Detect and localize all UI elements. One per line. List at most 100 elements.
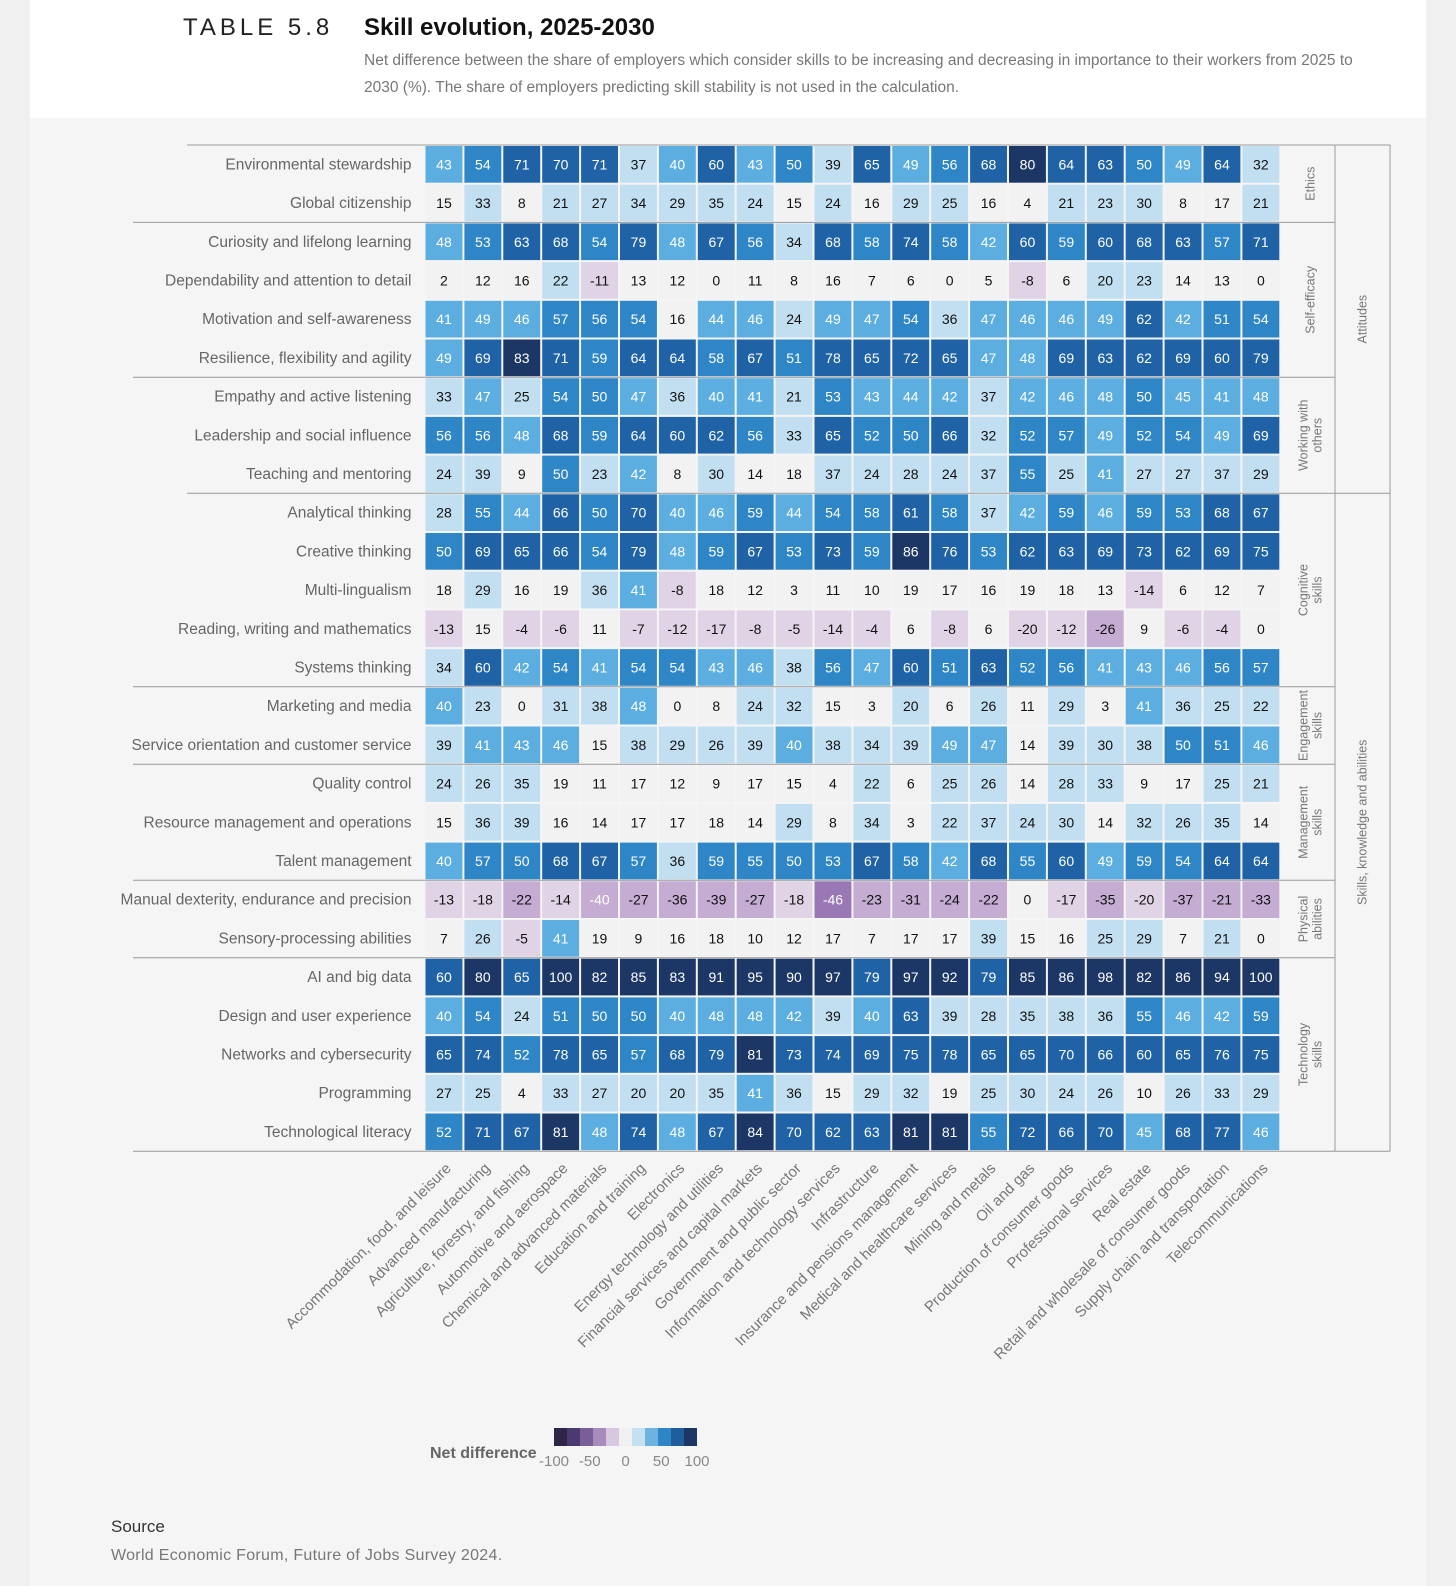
heatmap-cell (970, 881, 1007, 918)
heatmap-cell (620, 223, 657, 261)
heatmap-cell (581, 726, 618, 764)
heatmap-cell (581, 610, 618, 648)
heatmap-cell (658, 842, 696, 880)
cell-value: 7 (868, 930, 876, 946)
cell-value: 81 (553, 1124, 569, 1140)
cell-value: 63 (903, 1008, 919, 1024)
heatmap-cell (697, 1036, 735, 1073)
heatmap-cell (775, 146, 813, 183)
heatmap-cell (658, 1036, 696, 1073)
heatmap-cell (1203, 533, 1241, 570)
cell-value: 26 (1175, 814, 1191, 830)
heatmap-cell (697, 649, 735, 686)
heatmap-cell (814, 262, 852, 299)
cell-value: 0 (518, 698, 526, 714)
heatmap-cell (620, 378, 657, 415)
group-label: Physicalabilities (1297, 896, 1325, 943)
cell-value: 17 (631, 814, 647, 830)
heatmap-cell (814, 803, 852, 841)
heatmap-cell (1125, 533, 1163, 570)
heatmap-cell (1047, 610, 1085, 648)
group-label-line: skills (1311, 712, 1325, 739)
cell-value: 64 (631, 427, 647, 443)
cell-value: 63 (1097, 156, 1113, 172)
legend-swatch (580, 1428, 593, 1446)
heatmap-cell (970, 726, 1007, 764)
cell-value: 47 (631, 389, 647, 405)
cell-value: 59 (1059, 505, 1075, 521)
cell-value: 33 (1214, 1085, 1230, 1101)
heatmap-cell (1203, 339, 1241, 377)
cell-value: 7 (1179, 930, 1187, 946)
cell-value: 56 (592, 311, 608, 327)
heatmap-cell (814, 571, 852, 609)
group-label-line: Physical (1297, 896, 1311, 943)
cell-value: 6 (907, 621, 915, 637)
cell-value: 35 (1214, 814, 1230, 830)
heatmap-cell (892, 958, 930, 996)
cell-value: 78 (942, 1046, 958, 1062)
heatmap-cell (697, 726, 735, 764)
heatmap-cell (736, 416, 774, 454)
heatmap-cell (464, 146, 502, 183)
heatmap-cell (620, 416, 657, 454)
cell-value: 78 (825, 350, 841, 366)
heatmap-cell (736, 494, 774, 531)
legend-tick-label: 0 (621, 1453, 629, 1470)
cell-value: 36 (1175, 698, 1191, 714)
cell-value: 53 (825, 389, 841, 405)
heatmap-cell (775, 997, 813, 1035)
cell-value: 71 (475, 1124, 491, 1140)
source-heading: Source (111, 1517, 165, 1536)
heatmap-cell (931, 184, 969, 222)
row-labels: Environmental stewardship Global citizens… (121, 156, 413, 1140)
cell-value: 37 (981, 505, 997, 521)
cell-value: 54 (592, 234, 608, 250)
cell-value: 41 (553, 930, 569, 946)
heatmap-cell (814, 726, 852, 764)
cell-value: 41 (1136, 698, 1152, 714)
cell-value: 30 (1059, 814, 1075, 830)
cell-value: 95 (747, 969, 763, 985)
cell-value: -40 (589, 892, 609, 908)
cell-value: 25 (1214, 776, 1230, 792)
cell-value: 42 (1214, 1008, 1230, 1024)
cell-value: 16 (981, 195, 997, 211)
cell-value: 68 (1175, 1124, 1191, 1140)
heatmap-cell (658, 803, 696, 841)
heatmap-cell (775, 610, 813, 648)
cell-value: 29 (670, 195, 686, 211)
heatmap-cell (1203, 881, 1241, 918)
heatmap-cell (464, 300, 502, 338)
heatmap-cell (1125, 687, 1163, 725)
heatmap-cell (697, 842, 735, 880)
cell-value: 38 (1136, 737, 1152, 753)
heatmap-cell (464, 997, 502, 1035)
cell-value: 19 (553, 582, 569, 598)
heatmap-cell (464, 533, 502, 570)
cell-value: 42 (514, 659, 530, 675)
heatmap-cell (736, 649, 774, 686)
heatmap-cell (503, 687, 541, 725)
heatmap-cell (775, 223, 813, 261)
heatmap-cell (1203, 610, 1241, 648)
cell-value: 18 (786, 466, 802, 482)
cell-value: 58 (864, 234, 880, 250)
heatmap-cell (464, 339, 502, 377)
cell-value: 43 (708, 659, 724, 675)
heatmap-cell (1047, 378, 1085, 415)
heatmap-cell (464, 223, 502, 261)
heatmap-cell (814, 494, 852, 531)
cell-value: 53 (1175, 505, 1191, 521)
heatmap-cell (620, 1036, 657, 1073)
cell-value: 90 (786, 969, 802, 985)
supergroup-label: Attitudes (1356, 295, 1370, 344)
heatmap-cell (464, 262, 502, 299)
cell-value: 15 (475, 621, 491, 637)
heatmap-cell (542, 920, 580, 957)
heatmap-cell (620, 1074, 657, 1112)
heatmap-cell (1086, 184, 1124, 222)
heatmap-cell (814, 223, 852, 261)
heatmap-cell (853, 571, 891, 609)
heatmap-cell (697, 494, 735, 531)
